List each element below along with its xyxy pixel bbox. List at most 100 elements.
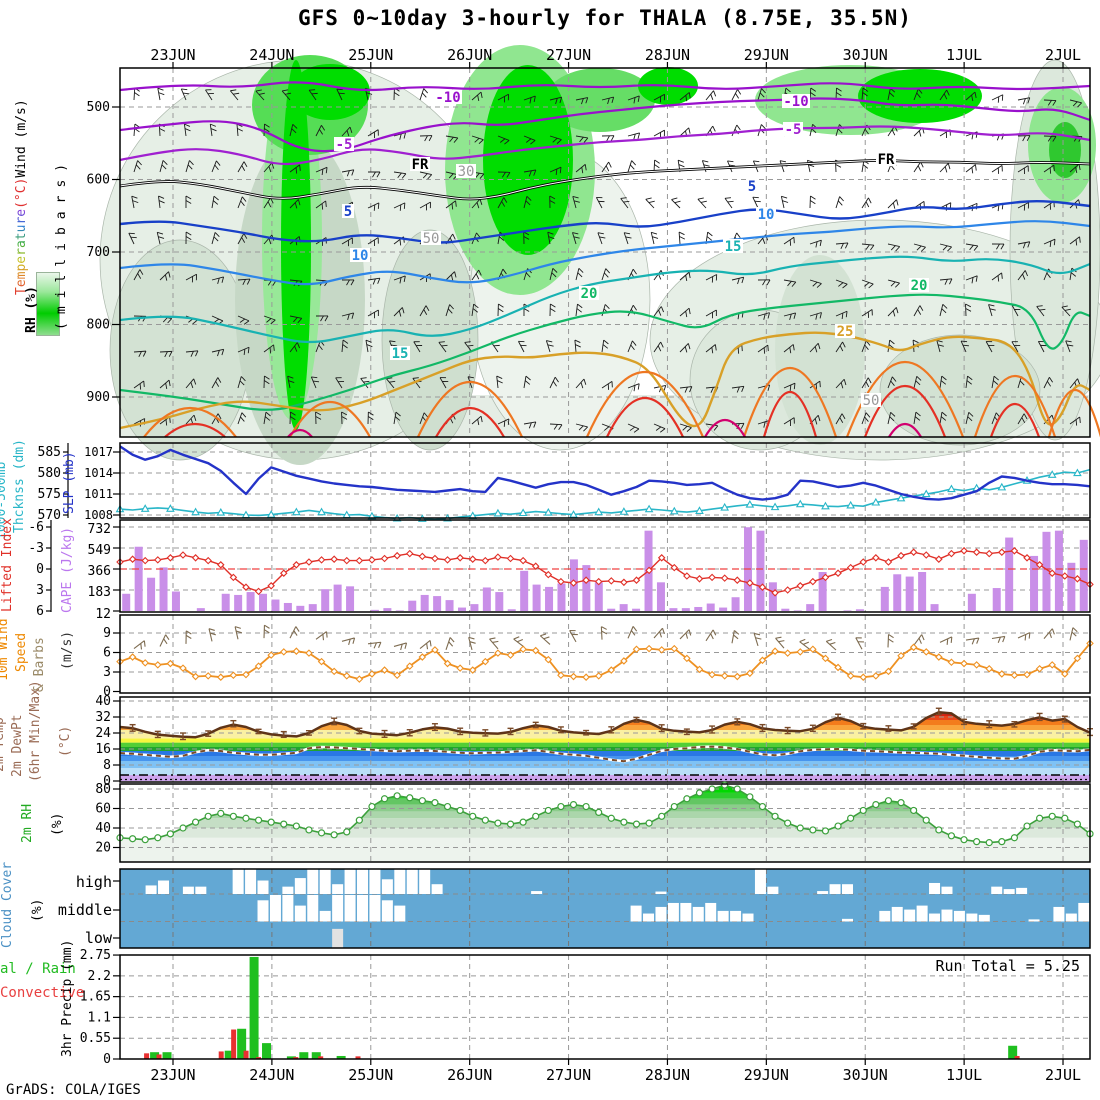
wind-units-label: Wind (m/s) [14,99,29,178]
svg-text:12: 12 [95,607,111,622]
svg-text:580: 580 [38,466,61,481]
svg-text:1JUL: 1JUL [946,1066,982,1084]
svg-text:585: 585 [38,445,61,460]
svg-text:27JUN: 27JUN [546,46,591,64]
svg-text:500: 500 [87,100,110,115]
svg-text:26JUN: 26JUN [447,46,492,64]
svg-text:2JUL: 2JUL [1045,46,1081,64]
svg-text:700: 700 [87,245,110,260]
svg-text:8: 8 [103,758,111,773]
svg-text:600: 600 [87,173,110,188]
svg-text:732: 732 [88,522,111,537]
svg-text:570: 570 [38,508,61,523]
rh-legend-label: RH (%) [24,286,39,333]
svg-text:1011: 1011 [84,487,113,501]
svg-text:9: 9 [103,626,111,641]
minmax-label: (6hr Min/Max) [28,680,43,782]
svg-text:29JUN: 29JUN [744,46,789,64]
rh2m-label: 2m RH [20,803,35,843]
svg-text:26JUN: 26JUN [447,1066,492,1084]
millibars-label: (millibars) [54,155,69,330]
svg-text:10: 10 [352,248,369,264]
precip-axis-label: 3hr Precip (mm) [60,939,75,1057]
svg-text:FR: FR [412,157,429,173]
svg-text:-5: -5 [336,137,353,153]
svg-text:-10: -10 [435,90,460,106]
svg-text:2.2: 2.2 [88,969,111,984]
svg-text:50: 50 [423,231,440,247]
svg-text:28JUN: 28JUN [645,1066,690,1084]
svg-text:32: 32 [95,710,111,725]
svg-text:15: 15 [392,346,409,362]
wind10m-label-2: Speed [14,632,29,672]
svg-text:1.1: 1.1 [88,1010,111,1025]
cloud-cover-label: Cloud Cover [0,861,15,948]
svg-text:20: 20 [911,278,928,294]
temp2m-units-label: (°C) [58,725,73,757]
svg-text:5: 5 [344,204,352,220]
cloud-row-high: high [75,873,112,891]
grads-credit: GrADS: COLA/IGES [6,1082,141,1098]
svg-text:1.65: 1.65 [80,990,111,1005]
svg-text:28JUN: 28JUN [645,46,690,64]
svg-text:0.55: 0.55 [80,1031,111,1046]
svg-text:549: 549 [88,543,111,558]
svg-text:30JUN: 30JUN [843,1066,888,1084]
lifted-index-label: Lifted Index [0,518,15,612]
svg-text:3: 3 [36,583,44,598]
svg-text:183: 183 [88,585,111,600]
svg-text:25: 25 [837,324,854,340]
svg-text:-10: -10 [783,94,808,110]
svg-text:30: 30 [458,164,475,180]
svg-text:27JUN: 27JUN [546,1066,591,1084]
svg-text:575: 575 [38,487,61,502]
svg-text:23JUN: 23JUN [150,46,195,64]
svg-text:0: 0 [103,774,111,789]
svg-text:-6: -6 [28,520,44,535]
svg-text:900: 900 [87,390,110,405]
svg-text:50: 50 [863,393,880,409]
svg-text:29JUN: 29JUN [744,1066,789,1084]
run-total: Run Total = 5.25 [935,957,1081,975]
svg-text:80: 80 [95,782,111,797]
wind10m-units-label: (m/s) [60,630,75,670]
svg-text:1008: 1008 [84,508,113,522]
svg-text:-3: -3 [28,541,44,556]
svg-text:0: 0 [103,1052,111,1067]
svg-text:2.75: 2.75 [80,948,111,963]
svg-text:5: 5 [748,179,756,195]
dewpt2m-label: 2m DewPt [10,714,25,777]
svg-text:1JUL: 1JUL [946,46,982,64]
svg-text:0: 0 [103,685,111,700]
svg-text:10: 10 [758,207,775,223]
svg-text:0: 0 [36,562,44,577]
wind10m-label-1: 10m Wind [0,618,11,681]
temperature-label: Temperature [14,208,29,295]
svg-text:1017: 1017 [84,445,113,459]
svg-text:2JUL: 2JUL [1045,1066,1081,1084]
svg-text:FR: FR [878,152,895,168]
cloud-row-low: low [84,929,112,947]
svg-text:6: 6 [36,604,44,619]
page-title: GFS 0~10day 3-hourly for THALA (8.75E, 3… [298,6,912,30]
svg-text:24: 24 [95,726,111,741]
slp-label: SLP (mb) [62,451,77,514]
svg-text:23JUN: 23JUN [150,1066,195,1084]
svg-text:20: 20 [95,841,111,856]
cloud-row-middle: middle [57,901,112,919]
svg-text:20: 20 [581,286,598,302]
svg-text:60: 60 [95,802,111,817]
temp2m-label: 2m Temp [0,717,7,772]
rh2m-units-label: (%) [50,812,65,836]
temp-units-label: (°C) [14,177,29,209]
svg-text:25JUN: 25JUN [348,1066,393,1084]
svg-text:24JUN: 24JUN [249,46,294,64]
precip-convective-legend: Convective [0,985,85,1001]
svg-text:1014: 1014 [84,466,113,480]
cape-label: CAPE (J/kg) [60,526,75,613]
svg-text:30JUN: 30JUN [843,46,888,64]
svg-text:6: 6 [103,646,111,661]
svg-text:800: 800 [87,318,110,333]
